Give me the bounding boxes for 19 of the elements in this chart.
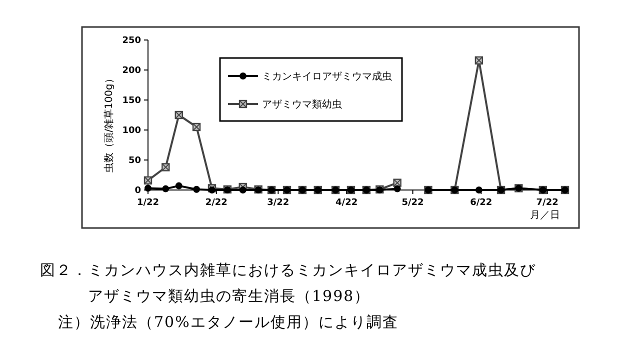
text: 注）洗浄法（70%エタノール使用）により調査 [58,313,398,331]
legend-label: ミカンキイロアザミウマ成虫 [262,70,392,82]
y-tick-label: 50 [128,156,141,166]
text: 図２．ミカンハウス内雑草におけるミカンキイロアザミウマ成虫及びアザミウマ類幼虫の寄生消長（1998） [40,261,536,305]
x-tick-label: 7/22 [536,198,558,208]
x-tick-label: 3/22 [267,198,290,208]
x-axis-title: 月／日 [530,210,560,221]
y-tick-label: 250 [122,36,141,46]
y-tick-label: 0 [134,186,141,196]
x-tick-label: 6/22 [470,198,492,208]
y-axis-title: 虫数（頭/雑草100g） [103,74,115,172]
x-tick-label: 4/22 [336,198,358,208]
y-tick-label: 150 [122,96,141,106]
legend-label: アザミウマ類幼虫 [262,98,342,110]
x-tick-label: 2/22 [205,198,228,208]
x-tick-label: 1/22 [136,198,160,208]
y-tick-label: 200 [122,66,141,76]
x-tick-label: 5/22 [402,198,424,208]
y-tick-label: 100 [122,126,141,136]
